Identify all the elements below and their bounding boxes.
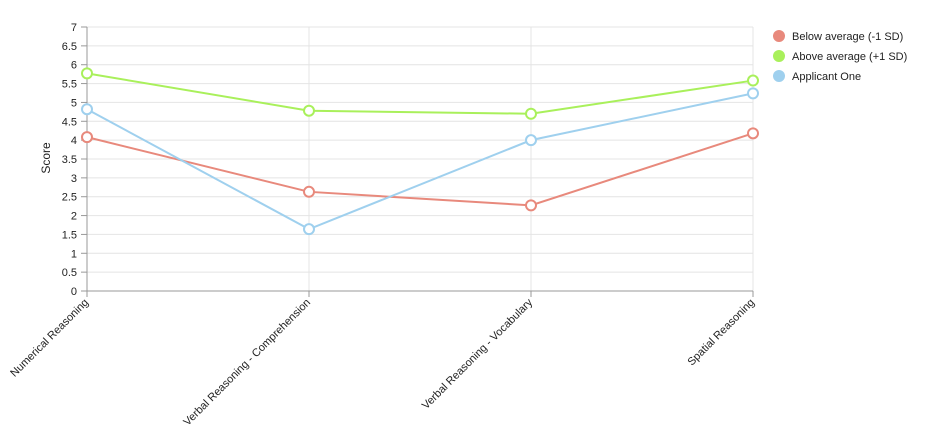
y-tick-label: 4.5	[62, 116, 77, 128]
data-point[interactable]	[303, 104, 315, 117]
x-tick-label: Verbal Reasoning - Comprehension	[181, 297, 313, 429]
data-point[interactable]	[747, 87, 759, 100]
legend-label[interactable]: Below average (-1 SD)	[792, 31, 903, 43]
axes: Score 0 0.5 1 1.5 2 2.5 3 3.5 4 4.5 5 5.5 6 6.5 7 Numer…	[8, 22, 757, 428]
legend-swatch[interactable]	[773, 30, 785, 42]
y-tick-label: 1.5	[62, 229, 77, 241]
data-point[interactable]	[81, 103, 93, 116]
y-tick-label: 5	[71, 97, 77, 109]
data-point[interactable]	[303, 223, 315, 236]
series-line	[86, 132, 754, 207]
legend-swatch[interactable]	[773, 50, 785, 62]
y-tick-label: 3.5	[62, 154, 77, 166]
y-axis-title: Score	[39, 142, 53, 174]
series-line	[86, 72, 754, 115]
y-tick-label: 3	[71, 173, 77, 185]
y-tick-label: 2	[71, 211, 77, 223]
data-point[interactable]	[747, 74, 759, 87]
series-line	[86, 92, 754, 231]
y-tick-label: 0.5	[62, 267, 77, 279]
legend: Below average (-1 SD) Above average (+1 S…	[773, 30, 907, 83]
series	[81, 67, 759, 236]
y-tick-label: 5.5	[62, 79, 77, 91]
x-tick-label: Spatial Reasoning	[685, 297, 757, 369]
grid	[86, 26, 754, 292]
data-point[interactable]	[525, 107, 537, 120]
y-tick-label: 2.5	[62, 192, 77, 204]
data-point[interactable]	[525, 134, 537, 147]
data-point[interactable]	[303, 185, 315, 198]
y-tick-label: 7	[71, 22, 77, 34]
data-point[interactable]	[747, 127, 759, 140]
legend-label[interactable]: Above average (+1 SD)	[792, 51, 907, 63]
y-tick-label: 0	[71, 286, 77, 298]
y-tick-label: 4	[71, 135, 77, 147]
legend-swatch[interactable]	[773, 70, 785, 82]
x-tick-label: Verbal Reasoning - Vocabulary	[420, 296, 536, 412]
data-point[interactable]	[525, 199, 537, 212]
data-point[interactable]	[81, 67, 93, 80]
y-tick-label: 6.5	[62, 41, 77, 53]
legend-label[interactable]: Applicant One	[792, 71, 861, 83]
x-tick-label: Numerical Reasoning	[8, 297, 91, 380]
data-point[interactable]	[81, 131, 93, 144]
y-tick-label: 6	[71, 60, 77, 72]
y-tick-label: 1	[71, 248, 77, 260]
